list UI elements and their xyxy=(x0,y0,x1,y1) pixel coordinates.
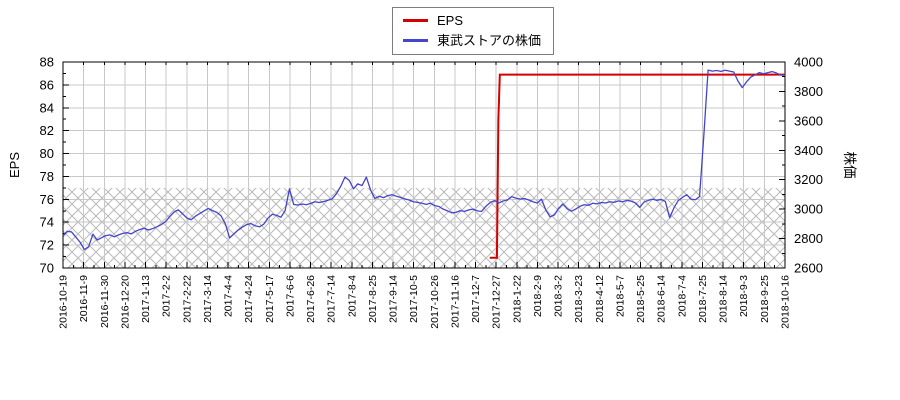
stock-price-line xyxy=(62,69,786,251)
svg-text:84: 84 xyxy=(40,100,54,115)
svg-text:2017-2-22: 2017-2-22 xyxy=(181,275,193,323)
svg-text:2016-11-9: 2016-11-9 xyxy=(78,275,90,322)
svg-text:2018-5-7: 2018-5-7 xyxy=(614,275,626,317)
svg-text:2017-2-2: 2017-2-2 xyxy=(161,275,173,317)
svg-text:2017-10-5: 2017-10-5 xyxy=(408,275,420,323)
svg-text:2017-8-25: 2017-8-25 xyxy=(367,275,379,323)
right-axis-title: 株価 xyxy=(842,152,857,179)
legend-item-stock: 東武ストアの株価 xyxy=(403,33,541,48)
svg-text:2018-8-14: 2018-8-14 xyxy=(718,275,730,323)
svg-text:2018-3-2: 2018-3-2 xyxy=(553,275,565,317)
svg-text:3600: 3600 xyxy=(794,113,823,128)
svg-text:2016-11-30: 2016-11-30 xyxy=(99,275,111,328)
svg-text:2017-6-6: 2017-6-6 xyxy=(284,275,296,317)
svg-text:2018-5-25: 2018-5-25 xyxy=(635,275,647,323)
eps-line xyxy=(489,73,785,259)
right-axis-tick-labels: 2600 2800 3000 3200 3400 3600 3800 4000 xyxy=(794,55,823,276)
svg-text:2018-2-9: 2018-2-9 xyxy=(532,275,544,317)
svg-text:2017-12-27: 2017-12-27 xyxy=(491,275,503,329)
svg-text:78: 78 xyxy=(40,169,54,184)
svg-text:2017-4-24: 2017-4-24 xyxy=(243,275,255,323)
hatch-band xyxy=(63,187,785,268)
svg-text:82: 82 xyxy=(40,123,54,138)
svg-text:2017-1-13: 2017-1-13 xyxy=(140,275,152,323)
svg-text:2017-5-17: 2017-5-17 xyxy=(264,275,276,323)
axis-ticks xyxy=(62,61,786,269)
svg-text:2017-6-26: 2017-6-26 xyxy=(305,275,317,323)
legend-label-stock: 東武ストアの株価 xyxy=(437,33,542,48)
left-axis-title: EPS xyxy=(7,152,22,178)
svg-text:2018-10-16: 2018-10-16 xyxy=(780,275,792,329)
svg-text:2017-7-14: 2017-7-14 xyxy=(326,275,338,323)
svg-text:76: 76 xyxy=(40,192,54,207)
svg-text:2018-4-12: 2018-4-12 xyxy=(594,275,606,323)
legend-label-eps: EPS xyxy=(437,13,464,28)
svg-text:2018-7-25: 2018-7-25 xyxy=(697,275,709,323)
svg-text:2017-4-4: 2017-4-4 xyxy=(223,275,235,317)
left-axis-tick-labels: 70 72 74 76 78 80 82 84 86 88 xyxy=(40,55,54,276)
svg-text:2017-8-4: 2017-8-4 xyxy=(346,275,358,317)
gridlines xyxy=(62,61,786,269)
svg-text:2016-10-19: 2016-10-19 xyxy=(58,275,70,329)
stock-line-swatch xyxy=(403,39,428,42)
chart-legend: EPS 東武ストアの株価 xyxy=(392,7,555,55)
svg-text:2018-1-22: 2018-1-22 xyxy=(511,275,523,323)
legend-item-eps: EPS xyxy=(403,13,541,28)
svg-text:2018-3-23: 2018-3-23 xyxy=(573,275,585,323)
eps-line-swatch xyxy=(403,19,428,22)
svg-text:2017-11-16: 2017-11-16 xyxy=(449,275,461,328)
svg-text:2018-7-4: 2018-7-4 xyxy=(676,275,688,317)
svg-text:2018-9-3: 2018-9-3 xyxy=(738,275,750,317)
svg-text:2600: 2600 xyxy=(794,261,823,276)
svg-text:72: 72 xyxy=(40,238,54,253)
svg-text:2017-9-14: 2017-9-14 xyxy=(388,275,400,323)
svg-text:3800: 3800 xyxy=(794,84,823,99)
x-axis-tick-labels: 2016-10-19 2016-11-9 2016-11-30 2016-12-20 2… xyxy=(58,275,792,329)
svg-text:3200: 3200 xyxy=(794,172,823,187)
svg-text:2017-12-7: 2017-12-7 xyxy=(470,275,482,323)
svg-text:74: 74 xyxy=(40,215,54,230)
svg-text:2018-6-14: 2018-6-14 xyxy=(656,275,668,323)
svg-text:80: 80 xyxy=(40,146,54,161)
svg-text:70: 70 xyxy=(40,261,54,276)
svg-text:2018-9-25: 2018-9-25 xyxy=(759,275,771,323)
svg-text:2016-12-20: 2016-12-20 xyxy=(119,275,131,329)
svg-text:88: 88 xyxy=(40,55,54,70)
svg-text:2017-10-26: 2017-10-26 xyxy=(429,275,441,329)
svg-text:3400: 3400 xyxy=(794,143,823,158)
axis-titles: EPS 株価 xyxy=(7,152,857,179)
svg-text:2800: 2800 xyxy=(794,231,823,246)
svg-text:86: 86 xyxy=(40,77,54,92)
svg-text:2017-3-14: 2017-3-14 xyxy=(202,275,214,323)
svg-text:3000: 3000 xyxy=(794,202,823,217)
svg-text:4000: 4000 xyxy=(794,55,823,70)
